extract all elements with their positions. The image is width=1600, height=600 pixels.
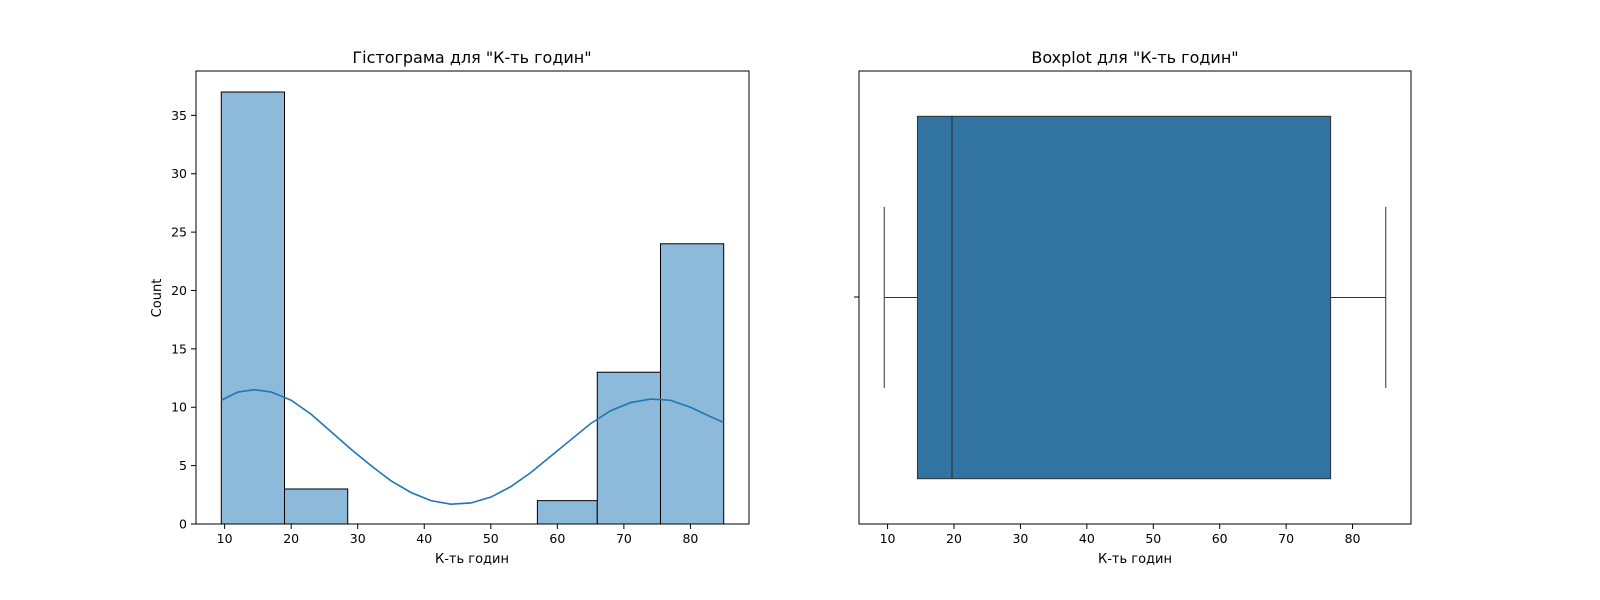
histogram-title: Гістограма для "К-ть годин" — [352, 48, 591, 67]
x-tick-label: 20 — [283, 531, 299, 546]
boxplot-panel: Boxplot для "К-ть годин" 10 20 30 40 50 60 70 8… — [854, 48, 1412, 567]
boxplot-x-ticks: 10 20 30 40 50 60 70 80 — [880, 524, 1361, 546]
y-tick-label: 30 — [171, 166, 187, 181]
x-tick-label: 40 — [1079, 531, 1095, 546]
y-tick-label: 10 — [171, 400, 187, 415]
boxplot-body — [883, 115, 1387, 480]
y-tick-label: 15 — [171, 341, 187, 356]
y-tick-label: 5 — [179, 458, 187, 473]
interquartile-box — [916, 115, 1332, 480]
histogram-axes-frame — [195, 70, 750, 525]
histogram-y-ticks: 0 5 10 15 20 25 30 35 — [171, 108, 196, 532]
x-tick-label: 70 — [1278, 531, 1294, 546]
x-tick-label: 10 — [217, 531, 233, 546]
x-tick-label: 40 — [416, 531, 432, 546]
histogram-x-label: К-ть годин — [435, 552, 509, 567]
histogram-x-ticks: 10 20 30 40 50 60 70 80 — [217, 524, 698, 546]
x-tick-label: 60 — [549, 531, 565, 546]
histogram-bar — [659, 243, 725, 525]
histogram-y-label: Count — [150, 279, 165, 318]
histogram-panel: Гістограма для "К-ть годин" 10 20 30 40 50 60… — [150, 48, 750, 567]
x-tick-label: 80 — [1345, 531, 1361, 546]
kde-line — [220, 388, 725, 505]
x-tick-label: 80 — [682, 531, 698, 546]
boxplot-title: Boxplot для "К-ть годин" — [1031, 48, 1238, 67]
boxplot-x-label: К-ть годин — [1098, 552, 1172, 567]
y-tick-label: 0 — [179, 517, 187, 532]
x-tick-label: 20 — [946, 531, 962, 546]
y-tick-label: 35 — [171, 108, 187, 123]
x-tick-label: 60 — [1212, 531, 1228, 546]
histogram-bar — [536, 500, 598, 525]
x-tick-label: 70 — [616, 531, 632, 546]
x-tick-label: 30 — [1012, 531, 1028, 546]
x-tick-label: 30 — [350, 531, 366, 546]
x-tick-label: 10 — [880, 531, 896, 546]
histogram-bars — [220, 91, 725, 525]
histogram-bar — [220, 91, 286, 525]
histogram-bar — [284, 488, 349, 525]
y-tick-label: 20 — [171, 283, 187, 298]
x-tick-label: 50 — [483, 531, 499, 546]
histogram-bar — [596, 371, 661, 525]
y-tick-label: 25 — [171, 225, 187, 240]
x-tick-label: 50 — [1145, 531, 1161, 546]
